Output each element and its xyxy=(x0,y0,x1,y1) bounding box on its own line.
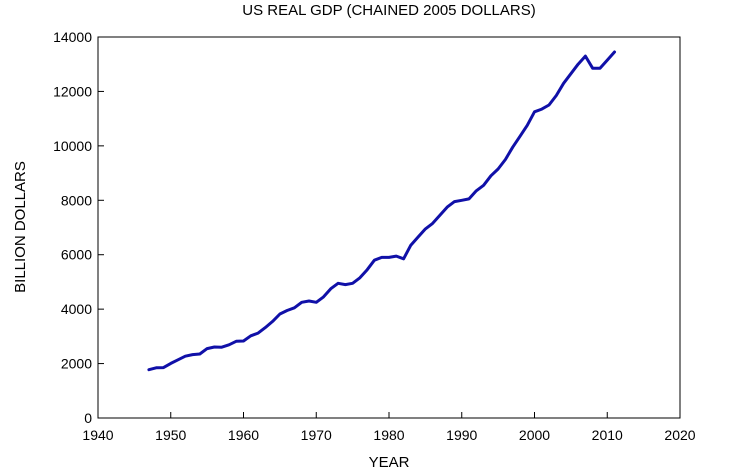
x-axis-label: YEAR xyxy=(369,454,410,469)
y-axis-label: BILLION DOLLARS xyxy=(12,161,29,293)
x-tick-label: 1950 xyxy=(155,427,186,443)
y-tick-label: 12000 xyxy=(53,83,92,99)
x-tick-label: 2020 xyxy=(664,427,695,443)
y-tick-label: 10000 xyxy=(53,138,92,154)
chart-title: US REAL GDP (CHAINED 2005 DOLLARS) xyxy=(242,2,535,19)
plot-area-frame xyxy=(97,36,681,419)
x-axis-ticks: 1940 1950 1960 1970 1980 1990 2000 2010 2020 xyxy=(82,412,696,443)
x-tick-label: 1960 xyxy=(228,427,259,443)
y-tick-label: 6000 xyxy=(61,247,92,263)
x-tick-label: 1990 xyxy=(446,427,477,443)
y-tick-label: 0 xyxy=(84,410,92,426)
series-layer xyxy=(147,50,616,372)
y-tick-label: 8000 xyxy=(61,192,92,208)
y-tick-label: 2000 xyxy=(61,356,92,372)
x-tick-label: 2010 xyxy=(592,427,623,443)
y-tick-label: 14000 xyxy=(53,29,92,45)
x-tick-label: 1970 xyxy=(301,427,332,443)
x-tick-label: 1940 xyxy=(82,427,113,443)
x-tick-label: 2000 xyxy=(519,427,550,443)
x-tick-label: 1980 xyxy=(373,427,404,443)
y-axis-ticks: 0 2000 4000 6000 8000 10000 12000 14000 xyxy=(53,29,104,426)
series-line xyxy=(147,50,616,372)
y-tick-label: 4000 xyxy=(61,301,92,317)
